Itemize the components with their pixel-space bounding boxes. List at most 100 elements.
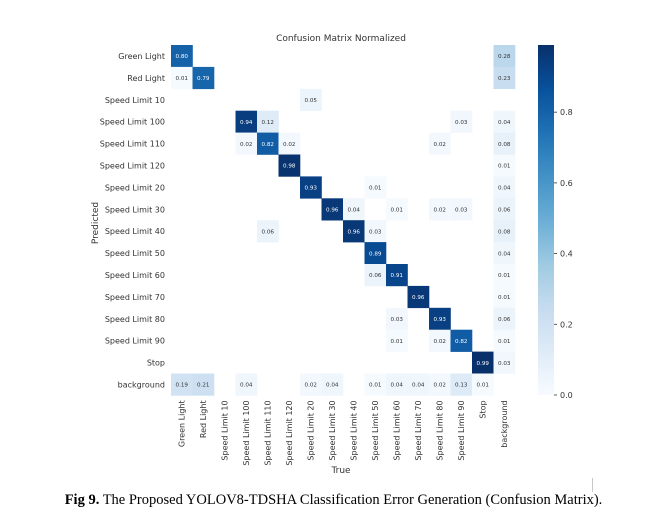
cell-value-label: 0.01 [369,186,382,192]
cell-value-label: 0.13 [455,383,468,389]
cell-value-label: 0.04 [391,383,404,389]
colorbar-tick-label: 0.2 [560,320,573,329]
y-tick-label: Speed Limit 110 [100,140,165,149]
heatmap-cell [493,264,516,287]
cell-value-label: 0.96 [348,229,361,235]
heatmap-cell [171,66,193,90]
heatmap-cell [493,242,516,265]
heatmap-cell [450,373,473,396]
heatmap-cell [429,307,451,330]
heatmap-cell [493,45,516,68]
y-tick-label: Stop [147,359,165,368]
heatmap-cell [364,220,387,243]
caption-text: The Proposed YOLOV8-TDSHA Classification… [99,492,603,508]
y-tick-label: Speed Limit 20 [105,183,165,192]
y-tick-label: Speed Limit 60 [105,271,165,280]
heatmap-cell [364,242,387,265]
cell-value-label: 0.04 [498,186,511,192]
colorbar-tick-label: 0.0 [560,391,573,400]
colorbar-tick-label: 0.8 [560,108,573,117]
heatmap-cell [386,329,408,352]
heatmap-cell [450,110,473,133]
heatmap-cell [257,110,279,133]
cell-value-label: 0.02 [283,142,295,148]
cell-value-label: 0.01 [477,383,490,389]
cell-value-label: 0.82 [262,142,274,148]
x-tick-label: Speed Limit 80 [436,400,445,460]
heatmap-cell [450,329,473,352]
heatmap-cell [171,45,193,68]
cell-value-label: 0.06 [498,207,511,213]
y-tick-label: background [118,380,165,389]
x-tick-label: Red Light [199,400,208,438]
cell-value-label: 0.03 [369,229,382,235]
colorbar [538,45,554,395]
x-tick-label: Speed Limit 10 [221,400,230,460]
cell-value-label: 0.01 [176,76,189,82]
heatmap-cell [300,88,322,111]
cell-value-label: 0.28 [498,54,511,60]
heatmap-cell [429,132,451,155]
caption-label: Fig 9. [64,492,100,508]
colorbar-tick-label: 0.4 [560,250,573,259]
cell-value-label: 0.03 [391,317,404,323]
cell-value-label: 0.98 [283,164,296,170]
x-tick-label: Speed Limit 110 [264,400,273,465]
cell-value-label: 0.04 [326,383,339,389]
cell-value-label: 0.04 [240,383,253,389]
colorbar-tick-label: 0.6 [560,179,573,188]
heatmap-cell [321,198,344,221]
x-tick-labels: Green Light Red Light Speed Limit 10 Speed … [178,400,510,465]
heatmap-cell [343,198,365,221]
heatmap-cell [493,198,516,221]
cell-value-label: 0.93 [305,186,318,192]
heatmap-cell [429,373,451,396]
cell-value-label: 0.04 [498,120,511,126]
cell-value-label: 0.06 [498,317,511,323]
x-tick-label: Green Light [178,400,187,447]
cell-value-label: 0.01 [391,207,404,213]
heatmap-cell [472,351,494,374]
x-tick-label: Speed Limit 100 [242,400,251,465]
y-tick-label: Red Light [127,74,165,83]
heatmap-cell [493,132,516,155]
colorbar-ticks: 0.0 0.2 0.4 0.6 0.8 [554,108,573,400]
heatmap-cell [278,132,301,155]
cell-value-label: 0.94 [240,120,253,126]
cell-value-label: 0.19 [176,383,189,389]
heatmap-cell [493,329,516,352]
y-axis-label: Predicted [91,202,101,244]
heatmap-cell [364,373,387,396]
divider-line [592,478,593,492]
cell-value-label: 0.01 [498,339,511,345]
x-tick-label: background [500,400,509,447]
y-tick-label: Speed Limit 90 [105,337,165,346]
cell-value-label: 0.96 [326,207,339,213]
heatmap-cell [300,373,322,396]
cell-value-label: 0.02 [240,142,252,148]
heatmap-cells: 0.80 0.28 0.01 0.79 0.23 0.05 0.94 0.12 0.03 0.04… [171,45,516,396]
heatmap-cell [493,307,516,330]
cell-value-label: 0.01 [498,295,511,301]
cell-value-label: 0.12 [262,120,274,126]
chart-title: Confusion Matrix Normalized [276,34,406,44]
heatmap-cell [386,373,408,396]
x-axis-label: True [330,466,351,476]
heatmap-cell [407,285,430,309]
cell-value-label: 0.01 [498,164,511,170]
cell-value-label: 0.21 [197,383,210,389]
cell-value-label: 0.02 [434,207,446,213]
x-tick-label: Stop [479,400,488,418]
heatmap-cell [278,154,301,177]
y-tick-label: Speed Limit 80 [105,315,165,324]
heatmap-cell [343,220,365,243]
x-tick-label: Speed Limit 90 [457,400,466,460]
y-tick-label: Speed Limit 70 [105,293,165,302]
heatmap-cell [257,132,279,155]
heatmap-cell [235,110,258,133]
cell-value-label: 0.02 [434,383,446,389]
cell-value-label: 0.03 [455,207,468,213]
y-tick-label: Speed Limit 100 [100,118,165,127]
cell-value-label: 0.91 [391,273,404,279]
y-tick-label: Speed Limit 50 [105,249,165,258]
